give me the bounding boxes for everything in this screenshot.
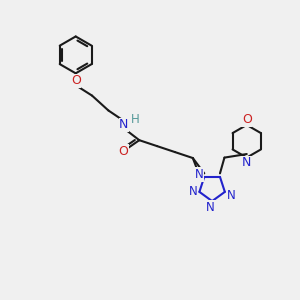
Text: O: O xyxy=(71,74,81,87)
Text: N: N xyxy=(226,189,235,202)
Text: O: O xyxy=(118,145,128,158)
Text: N: N xyxy=(119,118,128,131)
Text: H: H xyxy=(131,113,140,126)
Text: O: O xyxy=(242,113,252,126)
Text: N: N xyxy=(189,185,198,198)
Text: N: N xyxy=(242,157,251,169)
Text: N: N xyxy=(194,168,203,181)
Text: N: N xyxy=(206,201,215,214)
